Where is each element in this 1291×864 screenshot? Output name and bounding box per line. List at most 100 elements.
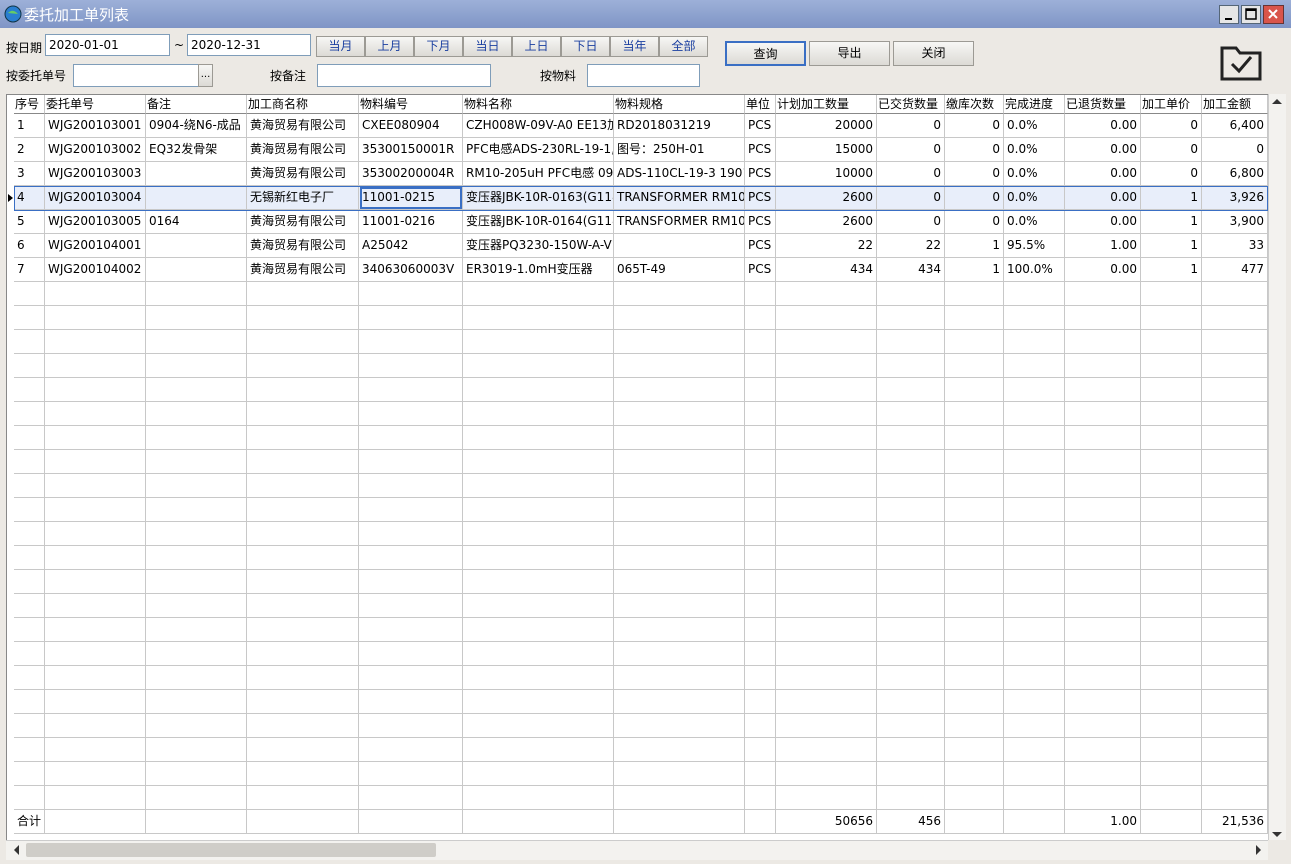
quick-range-button[interactable]: 全部 [659,36,708,57]
table-cell[interactable]: 0.0% [1004,186,1065,210]
vertical-scrollbar[interactable] [1268,94,1286,840]
table-cell[interactable]: 3,926 [1202,186,1268,210]
table-cell[interactable]: 变压器JBK-10R-0164(G118 [463,210,614,234]
table-cell[interactable]: 6 [14,234,45,258]
table-cell[interactable]: 变压器PQ3230-150W-A-V1 [463,234,614,258]
table-cell[interactable]: 33 [1202,234,1268,258]
table-cell[interactable]: WJG200104002 [45,258,146,282]
table-cell[interactable]: ADS-110CL-19-3 1901 [614,162,745,186]
table-cell[interactable]: 3,900 [1202,210,1268,234]
table-cell[interactable]: 065T-49 [614,258,745,282]
table-cell[interactable]: WJG200103001 [45,114,146,138]
table-cell[interactable]: 0 [1202,138,1268,162]
table-cell[interactable]: 0 [1141,162,1202,186]
table-cell[interactable]: 0.00 [1065,258,1141,282]
table-cell[interactable]: 477 [1202,258,1268,282]
action-button[interactable]: 查询 [725,41,806,66]
table-cell[interactable]: WJG200103002 [45,138,146,162]
table-cell[interactable]: EQ32发骨架 [146,138,247,162]
table-cell[interactable]: 7 [14,258,45,282]
scroll-thumb[interactable] [26,843,436,857]
table-cell[interactable]: 1 [1141,210,1202,234]
material-input[interactable] [587,64,700,87]
table-cell[interactable]: 1 [1141,234,1202,258]
table-cell[interactable]: WJG200104001 [45,234,146,258]
remark-input[interactable] [317,64,491,87]
table-cell[interactable]: 0 [945,114,1004,138]
table-cell[interactable] [146,234,247,258]
table-cell[interactable]: PCS [745,138,776,162]
table-cell[interactable]: 2 [14,138,45,162]
table-cell[interactable]: CXEE080904 [359,114,463,138]
table-cell[interactable]: 20000 [776,114,877,138]
table-cell[interactable]: 15000 [776,138,877,162]
table-cell[interactable]: 0 [877,138,945,162]
scroll-down-arrow[interactable] [1272,832,1282,837]
table-cell[interactable]: 0 [945,138,1004,162]
date-to-input[interactable]: 2020-12-31 [187,34,311,56]
table-cell[interactable]: 无锡新红电子厂 [247,186,359,210]
table-cell[interactable]: 0.00 [1065,186,1141,210]
table-cell[interactable]: 11001-0216 [359,210,463,234]
table-cell[interactable]: 95.5% [1004,234,1065,258]
table-cell[interactable]: 2600 [776,210,877,234]
table-cell[interactable]: 22 [776,234,877,258]
minimize-button[interactable] [1219,5,1239,24]
table-cell[interactable]: 35300200004R [359,162,463,186]
table-cell[interactable]: PCS [745,186,776,210]
quick-range-button[interactable]: 下月 [414,36,463,57]
table-cell[interactable]: 1 [945,234,1004,258]
table-cell[interactable] [146,258,247,282]
table-cell[interactable]: 0 [945,186,1004,210]
table-cell[interactable]: RD2018031219 [614,114,745,138]
quick-range-button[interactable]: 上日 [512,36,561,57]
quick-range-button[interactable]: 下日 [561,36,610,57]
table-cell[interactable]: 黄海贸易有限公司 [247,162,359,186]
table-cell[interactable]: 黄海贸易有限公司 [247,210,359,234]
table-cell[interactable]: 10000 [776,162,877,186]
date-from-input[interactable]: 2020-01-01 [45,34,170,56]
table-cell[interactable]: 3 [14,162,45,186]
table-cell[interactable]: 0.00 [1065,162,1141,186]
table-cell[interactable]: WJG200103005 [45,210,146,234]
table-cell[interactable]: 0 [877,114,945,138]
table-cell[interactable]: 100.0% [1004,258,1065,282]
table-cell[interactable]: 0.00 [1065,138,1141,162]
table-cell[interactable]: 1 [1141,258,1202,282]
table-cell[interactable]: 22 [877,234,945,258]
table-cell[interactable]: PFC电感ADS-230RL-19-1, [463,138,614,162]
table-cell[interactable]: 0 [877,162,945,186]
quick-range-button[interactable]: 上月 [365,36,414,57]
table-cell[interactable]: 图号：250H-01 [614,138,745,162]
table-cell[interactable]: 0904-绕N6-成品 [146,114,247,138]
order-no-input[interactable] [73,64,199,87]
table-cell[interactable]: 黄海贸易有限公司 [247,138,359,162]
table-cell[interactable]: 1 [1141,186,1202,210]
action-button[interactable]: 关闭 [893,41,974,66]
table-cell[interactable]: 11001-0215 [359,186,463,210]
table-cell[interactable]: 0.0% [1004,162,1065,186]
order-no-picker[interactable]: ... [198,64,213,87]
table-cell[interactable]: 434 [877,258,945,282]
maximize-button[interactable] [1241,5,1261,24]
table-cell[interactable]: TRANSFORMER RM10 [614,210,745,234]
table-cell[interactable]: 0 [945,162,1004,186]
table-cell[interactable]: 34063060003V [359,258,463,282]
table-cell[interactable]: 0.00 [1065,210,1141,234]
table-cell[interactable]: 434 [776,258,877,282]
table-cell[interactable]: 0164 [146,210,247,234]
table-cell[interactable]: 1 [945,258,1004,282]
table-cell[interactable] [614,234,745,258]
scroll-up-arrow[interactable] [1272,99,1282,104]
quick-range-button[interactable]: 当日 [463,36,512,57]
table-cell[interactable]: 0 [945,210,1004,234]
table-cell[interactable]: 0 [1141,138,1202,162]
scroll-left-arrow[interactable] [14,845,19,855]
table-cell[interactable]: WJG200103004 [45,186,146,210]
table-cell[interactable]: 变压器JBK-10R-0163(G118 [463,186,614,210]
table-cell[interactable]: 35300150001R [359,138,463,162]
table-cell[interactable]: 4 [14,186,45,210]
action-button[interactable]: 导出 [809,41,890,66]
table-cell[interactable]: WJG200103003 [45,162,146,186]
table-cell[interactable]: 0 [877,186,945,210]
